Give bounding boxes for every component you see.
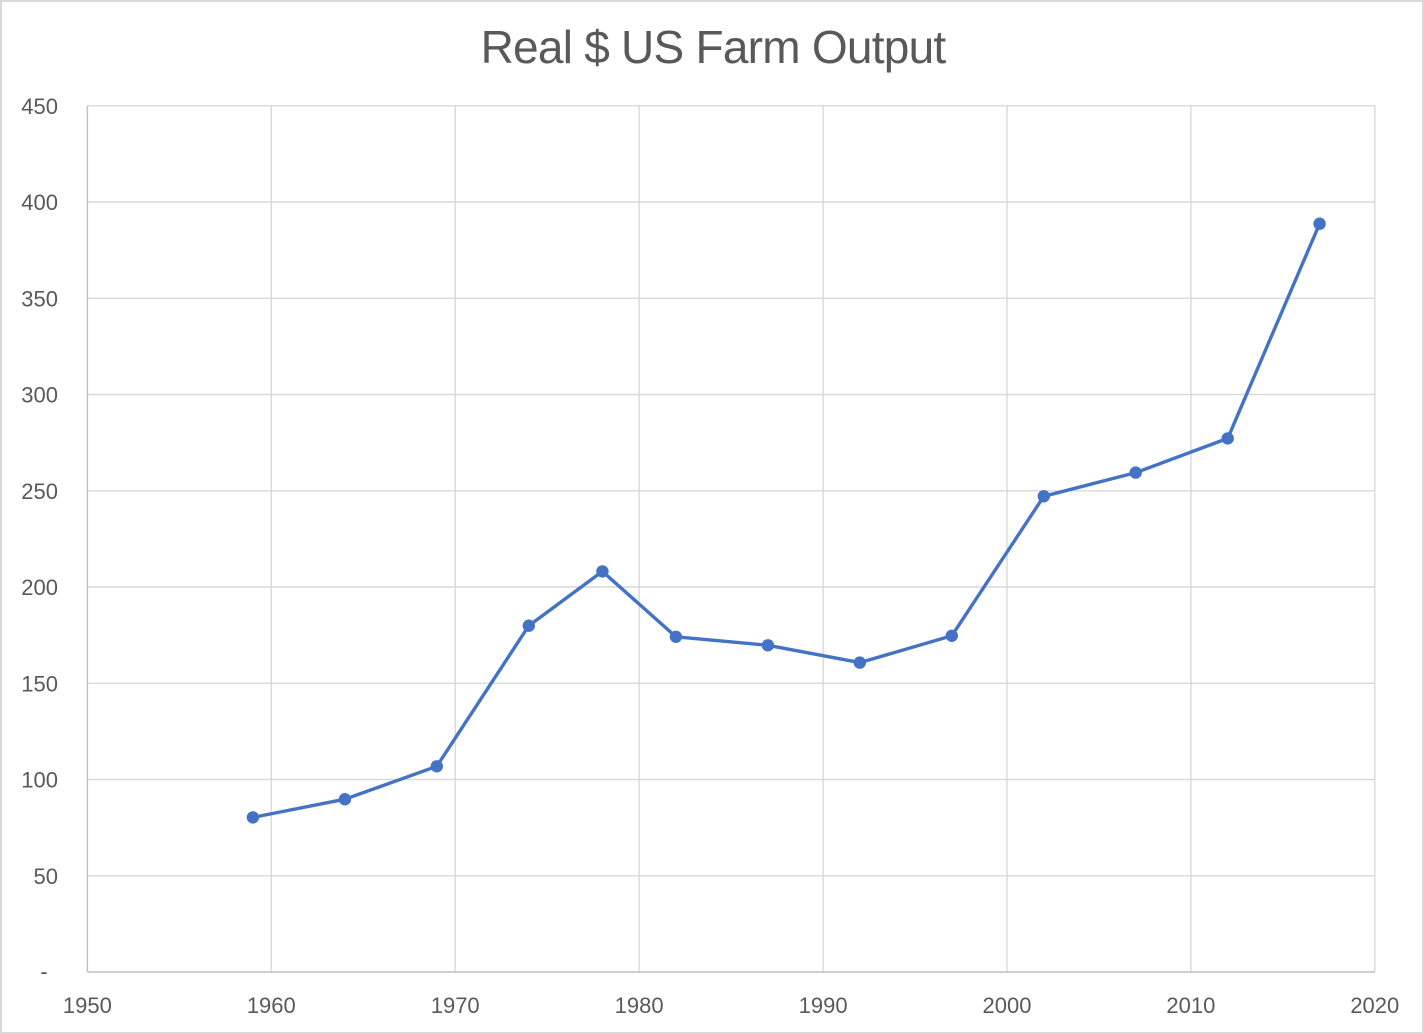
svg-text:1960: 1960	[247, 993, 296, 1018]
svg-text:1990: 1990	[799, 993, 848, 1018]
svg-text:200: 200	[21, 575, 58, 600]
svg-text:-: -	[40, 959, 47, 984]
svg-text:2020: 2020	[1350, 993, 1399, 1018]
svg-text:2000: 2000	[983, 993, 1032, 1018]
svg-text:1950: 1950	[63, 993, 112, 1018]
svg-text:1970: 1970	[431, 993, 480, 1018]
svg-text:150: 150	[21, 671, 58, 696]
svg-text:1980: 1980	[615, 993, 664, 1018]
svg-text:350: 350	[21, 286, 58, 311]
svg-text:2010: 2010	[1166, 993, 1215, 1018]
svg-text:300: 300	[21, 383, 58, 408]
svg-text:Real $ US Farm Output: Real $ US Farm Output	[481, 21, 947, 73]
svg-text:50: 50	[34, 864, 58, 889]
svg-text:100: 100	[21, 768, 58, 793]
svg-text:400: 400	[21, 190, 58, 215]
svg-text:250: 250	[21, 479, 58, 504]
svg-text:450: 450	[21, 94, 58, 119]
